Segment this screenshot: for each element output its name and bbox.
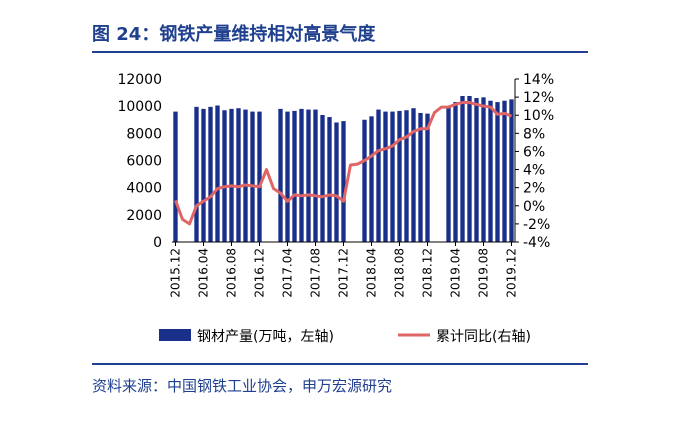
right-tick-label: 14%	[523, 72, 554, 88]
bar	[460, 95, 465, 243]
bar	[292, 110, 297, 242]
bar	[278, 108, 283, 242]
left-tick-label: 4000	[126, 181, 162, 197]
bar	[453, 102, 458, 242]
bar	[215, 105, 220, 242]
bar	[404, 110, 409, 242]
bar	[194, 106, 199, 243]
right-tick-label: -4%	[523, 235, 550, 251]
legend-bar-label: 钢材产量(万吨，左轴)	[197, 329, 334, 345]
line-series	[174, 101, 513, 226]
bar	[390, 111, 395, 242]
bar	[201, 108, 206, 242]
left-tick-label: 10000	[117, 99, 162, 115]
bar	[446, 107, 451, 243]
series-line	[174, 101, 513, 226]
x-tick-label: 2018.04	[365, 248, 379, 298]
right-tick-label: -2%	[523, 217, 550, 233]
right-tick-label: 6%	[523, 144, 545, 160]
bar	[320, 114, 325, 242]
right-tick-label: 0%	[523, 199, 545, 215]
right-tick-label: 8%	[523, 126, 545, 142]
bar	[411, 108, 416, 243]
left-axis: 0 2000 4000 6000 8000 10000 12000	[117, 72, 162, 251]
bar	[334, 122, 339, 242]
x-tick-label: 2016.08	[225, 248, 239, 298]
bar	[397, 110, 402, 242]
x-tick-label: 2019.04	[449, 248, 463, 298]
bar	[474, 98, 479, 243]
x-tick-label: 2019.12	[505, 248, 519, 298]
bar	[313, 109, 318, 242]
bar	[285, 111, 290, 242]
bar	[299, 108, 304, 242]
x-tick-label: 2018.08	[393, 248, 407, 298]
left-tick-label: 8000	[126, 126, 162, 142]
bar	[502, 100, 507, 242]
bar	[362, 119, 367, 242]
bar	[250, 111, 255, 242]
x-tick-label: 2017.08	[309, 248, 323, 298]
x-tick-label: 2016.04	[197, 248, 211, 298]
legend-bar-swatch	[159, 329, 191, 341]
bar	[495, 102, 500, 242]
bar	[236, 108, 241, 243]
x-tick-label: 2016.12	[253, 248, 267, 298]
x-tick-label: 2017.04	[281, 248, 295, 298]
bar	[383, 111, 388, 242]
bar	[243, 109, 248, 242]
left-tick-label: 12000	[117, 72, 162, 88]
x-tick-label: 2019.08	[477, 248, 491, 298]
right-axis: -4% -2% 0% 2% 4% 6% 8% 10% 12% 14%	[514, 72, 554, 251]
bar	[208, 106, 213, 243]
right-tick-label: 10%	[523, 108, 554, 124]
bar	[418, 112, 423, 242]
right-tick-label: 2%	[523, 181, 545, 197]
bar	[229, 108, 234, 242]
bar	[376, 109, 381, 242]
bar	[222, 110, 227, 242]
bar	[327, 117, 332, 242]
bar	[488, 100, 493, 242]
legend-line-label: 累计同比(右轴)	[436, 329, 531, 345]
source-rule	[92, 363, 588, 365]
bar-series	[173, 95, 514, 243]
source-note: 资料来源：中国钢铁工业协会，申万宏源研究	[92, 377, 393, 395]
x-tick-label: 2015.12	[169, 248, 183, 298]
bar	[467, 95, 472, 243]
bar	[341, 121, 346, 242]
legend: 钢材产量(万吨，左轴) 累计同比(右轴)	[159, 329, 531, 345]
bar	[369, 116, 374, 242]
left-tick-label: 2000	[126, 208, 162, 224]
title-rule	[92, 51, 588, 53]
bar	[173, 111, 178, 242]
left-tick-label: 6000	[126, 154, 162, 170]
bar	[306, 109, 311, 242]
right-tick-label: 4%	[523, 163, 545, 179]
bar	[257, 111, 262, 242]
bar	[509, 99, 514, 242]
bar	[425, 113, 430, 242]
x-tick-label: 2017.12	[337, 248, 351, 298]
bar	[481, 97, 486, 243]
left-tick-label: 0	[153, 235, 162, 251]
figure-title: 图 24：钢铁产量维持相对高景气度	[92, 24, 376, 45]
x-axis: 2015.12 2016.04 2016.08 2016.12 2017.04 2017.…	[169, 241, 519, 298]
x-tick-label: 2018.12	[421, 248, 435, 298]
right-tick-label: 12%	[523, 90, 554, 106]
